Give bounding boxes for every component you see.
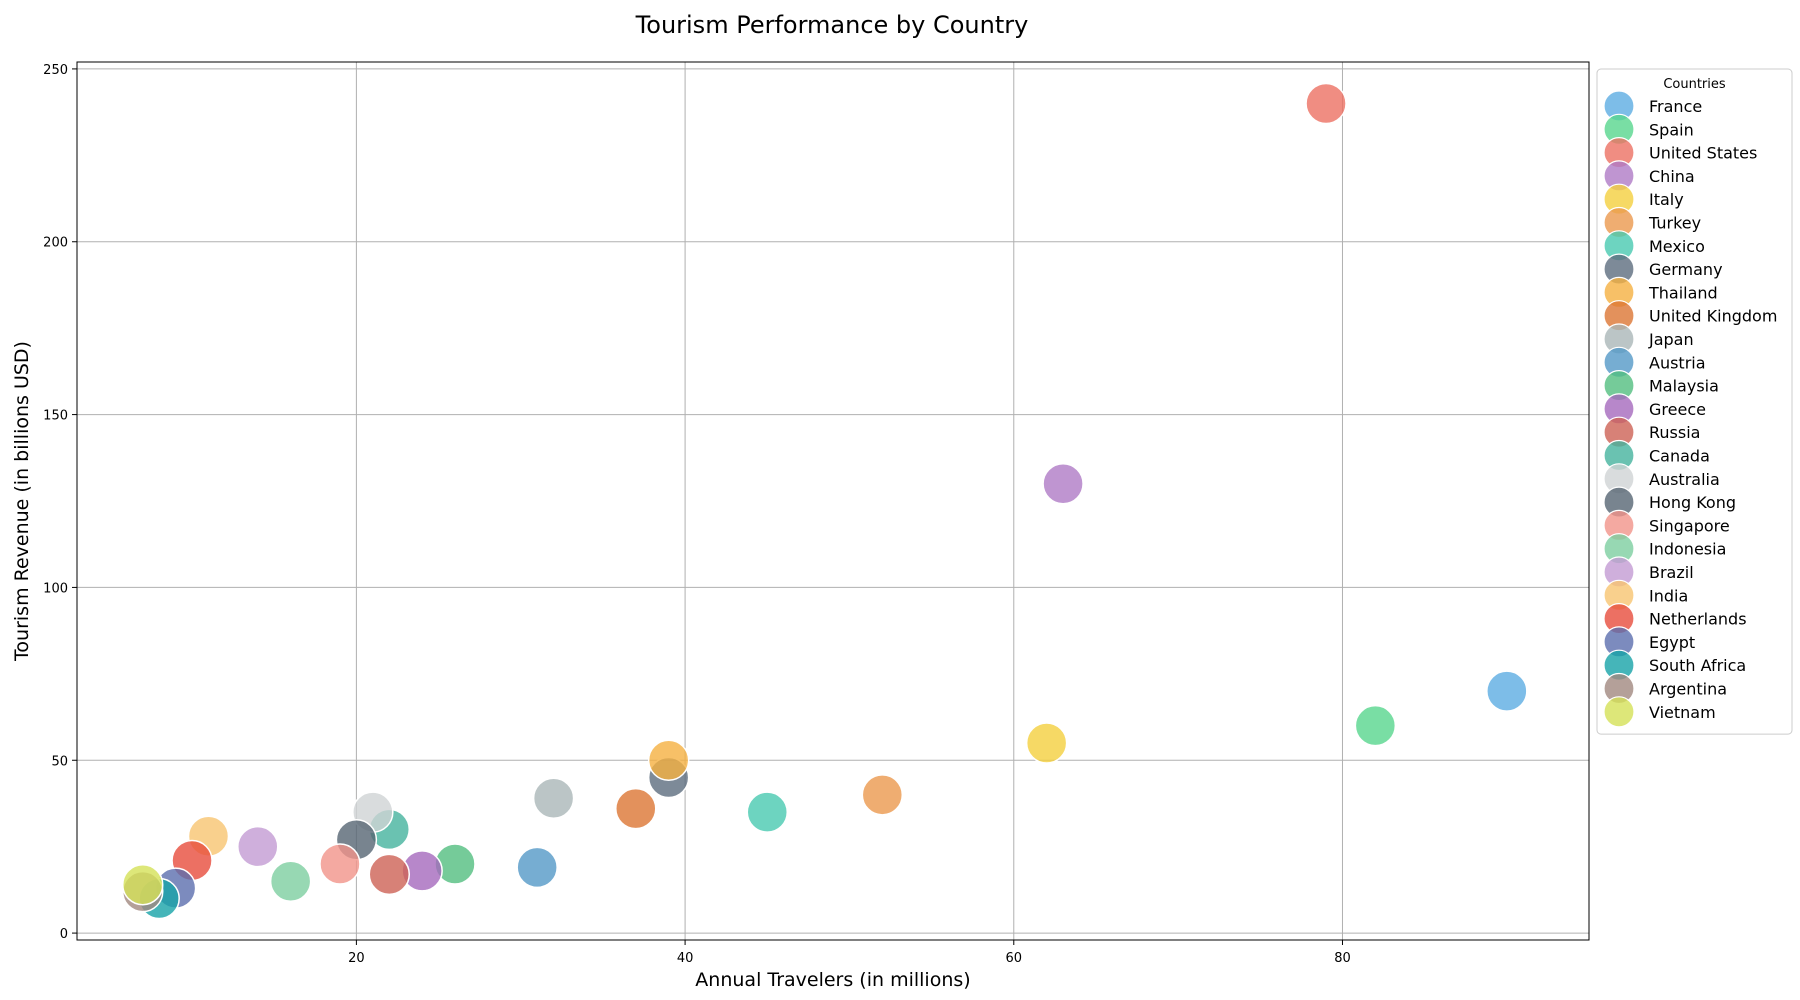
chart-title: Tourism Performance by Country bbox=[635, 11, 1029, 39]
x-axis-title: Annual Travelers (in millions) bbox=[695, 969, 970, 991]
x-tick-label: 20 bbox=[348, 951, 365, 966]
legend-item: Mexico bbox=[1603, 230, 1705, 262]
legend-item: China bbox=[1603, 160, 1695, 192]
data-point-united-kingdom bbox=[615, 787, 657, 830]
data-point-turkey bbox=[861, 774, 904, 816]
x-tick-label: 80 bbox=[1334, 951, 1351, 966]
legend-item: Canada bbox=[1603, 439, 1710, 472]
legend-label: Hong Kong bbox=[1649, 493, 1736, 512]
legend-box bbox=[1596, 68, 1793, 735]
legend-item: Germany bbox=[1603, 253, 1723, 285]
axis-ticks: 20 40 60 80 0 50 100 150 200 250 bbox=[43, 63, 1351, 966]
legend-item: Russia bbox=[1603, 416, 1700, 448]
data-point-austria bbox=[516, 846, 558, 889]
legend-item: Turkey bbox=[1603, 206, 1701, 239]
data-point-singapore bbox=[319, 843, 361, 885]
legend-label: Greece bbox=[1649, 400, 1706, 419]
data-point-mexico bbox=[746, 791, 789, 833]
legend-label: United States bbox=[1649, 144, 1757, 163]
legend-item: Spain bbox=[1603, 113, 1694, 145]
y-tick-label: 100 bbox=[43, 581, 68, 596]
legend-item: Italy bbox=[1603, 183, 1684, 215]
legend-label: Germany bbox=[1649, 260, 1723, 279]
legend-items: France Spain United States China Italy Turkey… bbox=[1603, 90, 1777, 728]
legend-label: Egypt bbox=[1649, 633, 1695, 652]
data-point-thailand bbox=[647, 739, 690, 782]
legend-label: Spain bbox=[1649, 120, 1694, 139]
legend-item: Japan bbox=[1603, 323, 1694, 355]
data-point-spain bbox=[1354, 704, 1397, 747]
y-tick-label: 0 bbox=[60, 927, 68, 942]
legend: Countries France Spain United States China I… bbox=[1596, 68, 1793, 735]
x-tick-label: 40 bbox=[677, 951, 694, 966]
legend-label: France bbox=[1649, 97, 1702, 116]
legend-item: Hong Kong bbox=[1603, 486, 1736, 518]
legend-item: France bbox=[1603, 90, 1702, 122]
data-point-france bbox=[1486, 670, 1528, 712]
y-tick-label: 250 bbox=[43, 63, 68, 78]
data-point-china bbox=[1042, 462, 1084, 505]
legend-label: India bbox=[1649, 586, 1688, 605]
legend-label: Singapore bbox=[1649, 516, 1730, 535]
legend-item: India bbox=[1603, 579, 1688, 611]
data-point-indonesia bbox=[269, 860, 312, 902]
y-tick-label: 200 bbox=[43, 236, 68, 251]
y-tick-label: 150 bbox=[43, 409, 68, 424]
legend-label: South Africa bbox=[1649, 656, 1746, 675]
legend-label: Vietnam bbox=[1649, 703, 1716, 722]
legend-label: Italy bbox=[1649, 190, 1684, 209]
legend-label: Russia bbox=[1649, 423, 1700, 442]
x-tick-label: 60 bbox=[1006, 951, 1023, 966]
legend-item: Brazil bbox=[1603, 556, 1694, 588]
legend-label: Thailand bbox=[1648, 283, 1718, 302]
legend-item: Australia bbox=[1603, 463, 1720, 495]
legend-label: Netherlands bbox=[1649, 610, 1747, 629]
data-point-japan bbox=[532, 777, 575, 820]
legend-item: Indonesia bbox=[1603, 533, 1726, 565]
data-point-italy bbox=[1025, 722, 1068, 764]
legend-label: Mexico bbox=[1649, 237, 1705, 256]
legend-title: Countries bbox=[1663, 77, 1726, 92]
legend-item: Vietnam bbox=[1603, 696, 1716, 728]
legend-label: China bbox=[1649, 167, 1695, 186]
data-point-vietnam bbox=[121, 863, 164, 906]
legend-item: United Kingdom bbox=[1603, 300, 1777, 332]
legend-label: Turkey bbox=[1648, 214, 1701, 233]
legend-item: Thailand bbox=[1603, 276, 1718, 308]
legend-label: Austria bbox=[1649, 353, 1706, 372]
legend-label: Australia bbox=[1649, 470, 1720, 489]
y-tick-label: 50 bbox=[51, 754, 68, 769]
legend-label: Japan bbox=[1648, 330, 1694, 349]
legend-label: United Kingdom bbox=[1649, 307, 1777, 326]
legend-item: Egypt bbox=[1603, 626, 1695, 658]
data-point-united-states bbox=[1305, 82, 1347, 125]
legend-item: Malaysia bbox=[1603, 370, 1719, 402]
legend-item: Austria bbox=[1603, 346, 1706, 378]
legend-marker bbox=[1603, 696, 1635, 728]
data-point-russia bbox=[368, 853, 411, 896]
legend-label: Argentina bbox=[1649, 680, 1727, 699]
legend-label: Canada bbox=[1649, 447, 1710, 466]
y-axis-title: Tourism Revenue (in billions USD) bbox=[11, 341, 33, 662]
plot-frame bbox=[76, 61, 1590, 941]
data-point-brazil bbox=[237, 825, 279, 868]
data-points bbox=[121, 82, 1528, 920]
legend-label: Malaysia bbox=[1649, 377, 1719, 396]
legend-label: Indonesia bbox=[1649, 540, 1726, 559]
legend-item: Singapore bbox=[1603, 509, 1730, 542]
legend-label: Brazil bbox=[1649, 563, 1694, 582]
grid-lines bbox=[77, 62, 1589, 940]
